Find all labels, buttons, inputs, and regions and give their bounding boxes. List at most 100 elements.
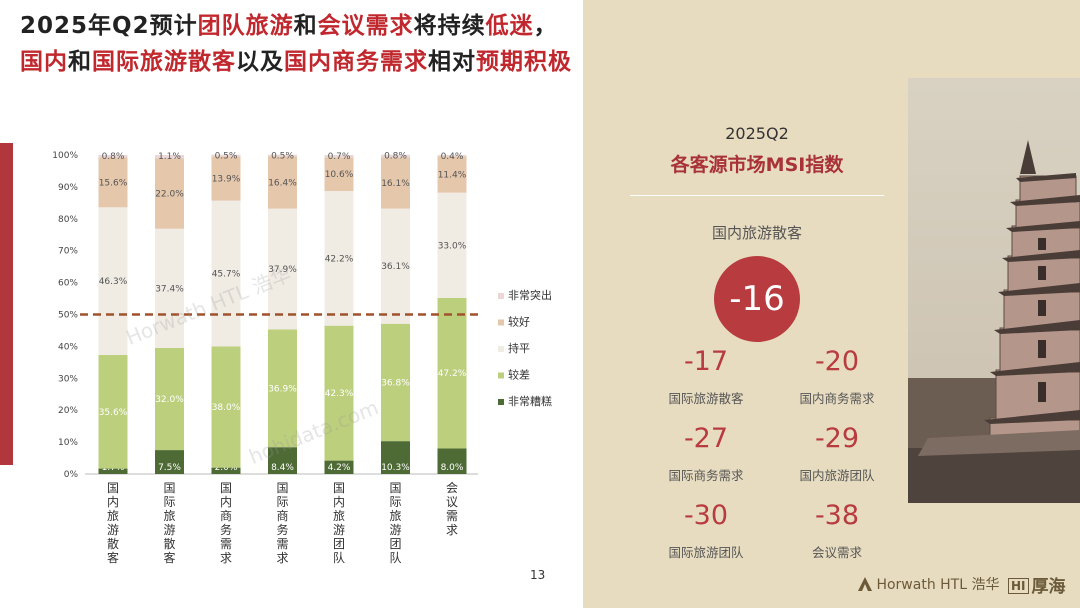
x-category-label-char: 国 [389,481,401,495]
msi-item-label: 国内旅游团队 [799,468,875,483]
bar-segment [324,155,354,158]
bar-segment [268,156,297,209]
legend-swatch [498,319,504,326]
x-category-label-char: 内 [220,495,232,509]
x-category-label-char: 游 [163,523,175,537]
data-label: 33.0% [438,241,467,251]
msi-main-value-circle: -16 [714,256,800,342]
title-line-1-segment: 和 [293,13,318,39]
data-label: 36.1% [381,262,410,272]
x-category-label-char: 际 [163,495,175,509]
x-category-label-char: 务 [220,522,232,537]
x-category-label-char: 游 [107,523,119,537]
bar-segment [268,208,297,330]
x-category-label-char: 国 [333,481,345,495]
x-category-label-char: 内 [107,495,119,509]
bar-segment [155,155,184,159]
data-label: 0.5% [215,152,238,162]
hohi-mark-icon: HI [1008,578,1029,594]
y-tick-label: 10% [58,438,78,448]
bar-segment [155,450,184,474]
hohi-logo: HI 厚海 [1008,572,1066,597]
y-tick-label: 70% [58,247,78,257]
data-label: 45.7% [212,270,241,280]
y-tick-label: 40% [58,342,78,352]
x-category-label-char: 求 [446,523,458,537]
x-category-label-char: 队 [333,550,345,565]
bar-segment [98,155,128,158]
title-line-1-segment: 将持续 [413,13,486,39]
data-label: 22.0% [155,190,184,200]
title-line-1: 2025年Q2预计团队旅游和会议需求将持续低迷， [20,6,558,40]
x-category-label-char: 旅 [163,509,175,523]
x-category-label-char: 国 [220,481,232,495]
bar-segment [98,468,128,474]
y-tick-label: 100% [52,151,78,161]
x-category-label-char: 求 [220,551,232,565]
bar-segment [324,191,354,326]
bar-segment [381,208,410,324]
msi-item-value: -38 [814,500,860,531]
data-label: 46.3% [99,277,128,287]
y-tick-label: 60% [58,279,78,289]
y-tick-label: 20% [58,406,78,416]
legend-label: 较差 [508,368,530,382]
data-label: 38.0% [212,403,241,413]
data-label: 42.2% [325,254,354,264]
logo-brand: 厚海 [1031,577,1066,597]
y-tick-label: 50% [58,311,78,321]
data-label: 35.6% [99,408,128,418]
data-label: 4.2% [328,463,351,473]
x-category-label-char: 需 [446,509,458,523]
msi-item-label: 国内商务需求 [799,391,875,406]
x-category-label-char: 商 [276,508,288,523]
bar-segment [381,441,410,474]
x-category-label-char: 团 [333,537,345,551]
title-line-2-segment: 国内商务需求 [284,49,428,75]
legend-label: 较好 [508,315,530,329]
bar-segment [268,154,297,157]
data-label: 10.3% [381,463,410,473]
logo-name: Horwath HTL [876,577,968,593]
x-category-label-char: 需 [220,537,232,551]
x-category-label-char: 议 [446,495,458,509]
title-line-1-segment: 低迷 [485,13,534,39]
y-tick-label: 30% [58,374,78,384]
legend-swatch [498,293,504,299]
x-category-label-char: 国 [163,481,175,495]
bar-segment [211,156,241,201]
data-label: 36.9% [268,384,297,394]
bar-segment [211,154,241,157]
x-category-label-char: 需 [276,537,288,551]
data-label: 42.3% [325,389,354,399]
title-line-1-segment: 会议需求 [317,13,414,39]
horwath-mark-icon [858,577,872,591]
bar-segment [381,157,410,209]
x-category-label-char: 际 [389,495,401,509]
legend-swatch [498,372,504,379]
data-label: 1.1% [158,152,181,162]
title-line-1-segment: ， [533,13,558,39]
x-category-label-char: 团 [389,537,401,551]
msi-item-value: -17 [683,346,729,377]
bar-segment [98,207,128,356]
x-category-label-char: 务 [276,522,288,537]
y-tick-label: 0% [64,470,79,480]
x-category-label-char: 旅 [107,509,119,523]
legend-swatch [498,346,504,352]
title-line-2-segment: 国内 [20,49,68,75]
x-category-label-char: 会 [446,481,458,495]
x-category-label-char: 客 [163,550,175,565]
msi-subtitle: 2025Q2 [725,124,789,143]
data-label: 47.2% [438,369,467,379]
legend-label: 非常突出 [508,288,552,302]
x-category-label-char: 旅 [389,509,401,523]
x-category-label-char: 队 [389,550,401,565]
bar-segment [211,200,241,347]
legend-label: 非常糟糕 [508,394,552,408]
data-label: 16.4% [268,178,297,188]
data-label: 8.4% [271,463,294,473]
title-line-2-segment: 以及 [236,49,284,75]
title-line-2-segment: 相对 [428,49,476,75]
data-label: 15.6% [99,178,128,188]
